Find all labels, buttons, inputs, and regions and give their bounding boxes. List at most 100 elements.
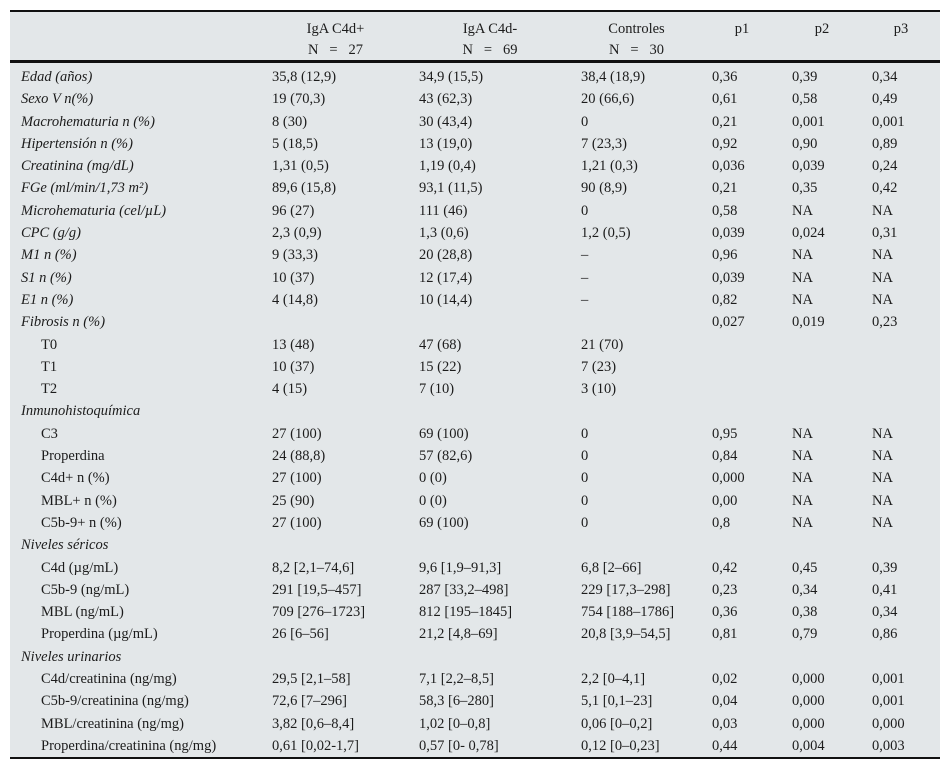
cell: NA (792, 202, 813, 219)
cell: 0,34 (872, 69, 898, 85)
row-label: MBL+ n (%) (41, 492, 117, 509)
cell: 89,6 (15,8) (272, 180, 337, 197)
cell (571, 400, 702, 422)
cell: 20,8 [3,9–54,5] (581, 626, 671, 643)
cell: 0,23 (872, 314, 898, 331)
cell: 7 (23) (581, 358, 617, 375)
row-label: Properdina/creatinina (ng/mg) (41, 737, 217, 754)
cell: 0,81 (712, 626, 738, 643)
row-label: Edad (años) (21, 69, 93, 85)
cell (862, 334, 940, 356)
row-label: C3 (41, 425, 58, 442)
cell: 0,58 (712, 202, 738, 219)
row-label: Hipertensión n (%) (21, 135, 133, 152)
cell: 43 (62,3) (419, 91, 473, 108)
cell: 111 (46) (419, 202, 468, 219)
column-label: p3 (893, 21, 909, 37)
table-row: C5b-9 (ng/mL) 291 [19,5–457] 287 [33,2–498… (10, 579, 940, 601)
cell: 9,6 [1,9–91,3] (419, 559, 502, 576)
column-sublabel: N = 30 (609, 42, 664, 58)
table-row: Creatinina (mg/dL) 1,31 (0,5) 1,19 (0,4) 1,… (10, 155, 940, 177)
table-row: Hipertensión n (%) 5 (18,5) 13 (19,0) 7 (23… (10, 133, 940, 155)
row-label: Niveles urinarios (21, 648, 122, 665)
cell: 15 (22) (419, 358, 462, 375)
row-label: C4d+ n (%) (41, 470, 110, 487)
cell: 291 [19,5–457] (272, 581, 362, 598)
column-header: IgA C4d+ N = 27 (262, 12, 409, 63)
table-row: Properdina (µg/mL) 26 [6–56] 21,2 [4,8–69]… (10, 623, 940, 645)
cell: 0,61 [0,02-1,7] (272, 737, 359, 754)
cell: NA (872, 425, 893, 442)
cell: 0 (581, 448, 589, 465)
cell: – (581, 291, 589, 308)
cell: 0,49 (872, 91, 898, 108)
row-label: CPC (g/g) (21, 225, 82, 242)
cell: 13 (48) (272, 336, 315, 353)
table-row: Fibrosis n (%) 0,027 0,019 0,23 (10, 311, 940, 333)
cell: 0,95 (712, 425, 738, 442)
cell: 0,001 (872, 671, 905, 688)
cell: 0,03 (712, 715, 738, 732)
cell (409, 646, 571, 668)
row-label: E1 n (%) (21, 291, 74, 308)
cell: 0,004 (792, 737, 825, 754)
cell: 0,000 (792, 715, 825, 732)
table-row: CPC (g/g) 2,3 (0,9) 1,3 (0,6) 1,2 (0,5) 0,03… (10, 222, 940, 244)
cell: 0,039 (792, 158, 825, 175)
cell: – (581, 269, 589, 286)
cell: 29,5 [2,1–58] (272, 671, 351, 688)
column-header: IgA C4d- N = 69 (409, 12, 571, 63)
table-row: Properdina/creatinina (ng/mg) 0,61 [0,02-… (10, 735, 940, 757)
table-row: C4d+ n (%) 27 (100) 0 (0) 0 0,000 NA NA (10, 467, 940, 489)
cell: 0,38 (792, 604, 818, 621)
table-row: Macrohematuria n (%) 8 (30) 30 (43,4) 0 0,21… (10, 111, 940, 133)
table-row: C4d/creatinina (ng/mg) 29,5 [2,1–58] 7,1 [… (10, 668, 940, 690)
cell (409, 400, 571, 422)
row-label: T2 (41, 381, 58, 398)
row-label: Properdina (41, 448, 105, 465)
table-row: MBL/creatinina (ng/mg) 3,82 [0,6–8,4] 1,02… (10, 713, 940, 735)
cell (862, 646, 940, 668)
column-label: p1 (734, 21, 750, 37)
cell: 0,000 (872, 715, 905, 732)
row-label: Properdina (µg/mL) (41, 626, 158, 643)
cell (862, 534, 940, 556)
row-label: MBL (ng/mL) (41, 604, 124, 621)
cell: 0,34 (872, 604, 898, 621)
cell: 0,36 (712, 69, 738, 85)
cell (702, 378, 782, 400)
table-row: Niveles urinarios (10, 646, 940, 668)
cell (782, 378, 862, 400)
cell: 72,6 [7–296] (272, 693, 347, 710)
cell: 0,027 (712, 314, 745, 331)
cell: 20 (66,6) (581, 91, 635, 108)
cell (702, 400, 782, 422)
column-sublabel: N = 69 (462, 42, 518, 58)
row-label: C4d/creatinina (ng/mg) (41, 671, 177, 688)
table-row: C3 27 (100) 69 (100) 0 0,95 NA NA (10, 423, 940, 445)
cell: 0,003 (872, 737, 905, 754)
table-row: Inmunohistoquímica (10, 400, 940, 422)
cell: 0,21 (712, 113, 738, 130)
cell: NA (872, 247, 893, 264)
table-row: Niveles séricos (10, 534, 940, 556)
cell: 0,90 (792, 135, 818, 152)
cell: 27 (100) (272, 470, 322, 487)
cell: 1,21 (0,3) (581, 158, 638, 175)
page: { "colors": { "table_background": "#e3e7… (0, 10, 952, 781)
row-label: S1 n (%) (21, 269, 72, 286)
row-label: Creatinina (mg/dL) (21, 158, 134, 175)
cell (862, 400, 940, 422)
column-sublabel: N = 27 (308, 42, 363, 58)
cell: NA (792, 247, 813, 264)
cell: 27 (100) (272, 514, 322, 531)
cell: 35,8 (12,9) (272, 69, 337, 85)
cell: 69 (100) (419, 514, 469, 531)
cell (262, 400, 409, 422)
cell (782, 356, 862, 378)
header-row: IgA C4d+ N = 27 IgA C4d- N = 69 Controles N =… (10, 12, 940, 63)
cell: 0,92 (712, 135, 738, 152)
cell: 1,2 (0,5) (581, 225, 631, 242)
cell (782, 400, 862, 422)
cell: NA (872, 269, 893, 286)
